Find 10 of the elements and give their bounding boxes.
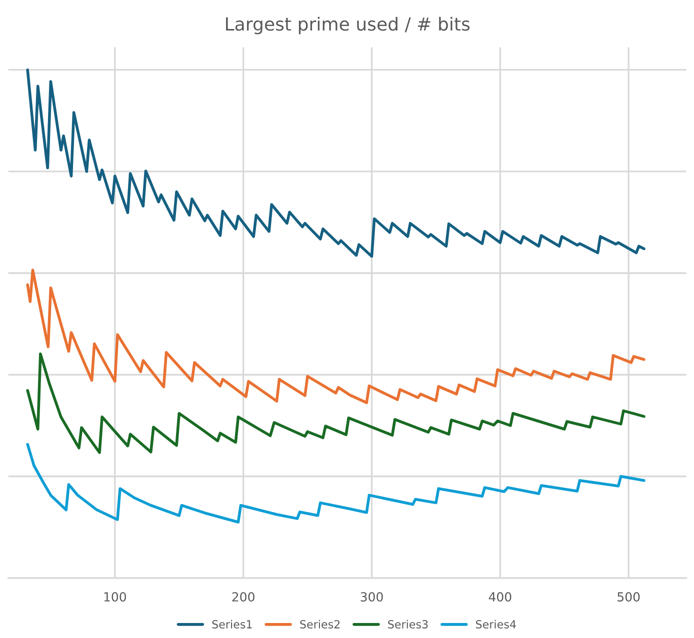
chart-title: Largest prime used / # bits xyxy=(226,16,470,34)
x-tick-label: 100 xyxy=(104,592,126,602)
x-tick-label: 300 xyxy=(360,592,383,602)
legend-label: Series4 xyxy=(476,620,516,628)
legend-label: Series2 xyxy=(300,620,340,628)
x-tick-label: 400 xyxy=(488,592,512,602)
legend-label: Series1 xyxy=(212,620,252,628)
x-tick-label: 200 xyxy=(232,592,254,602)
x-tick-label: 500 xyxy=(618,592,640,602)
legend-label: Series3 xyxy=(388,620,428,628)
